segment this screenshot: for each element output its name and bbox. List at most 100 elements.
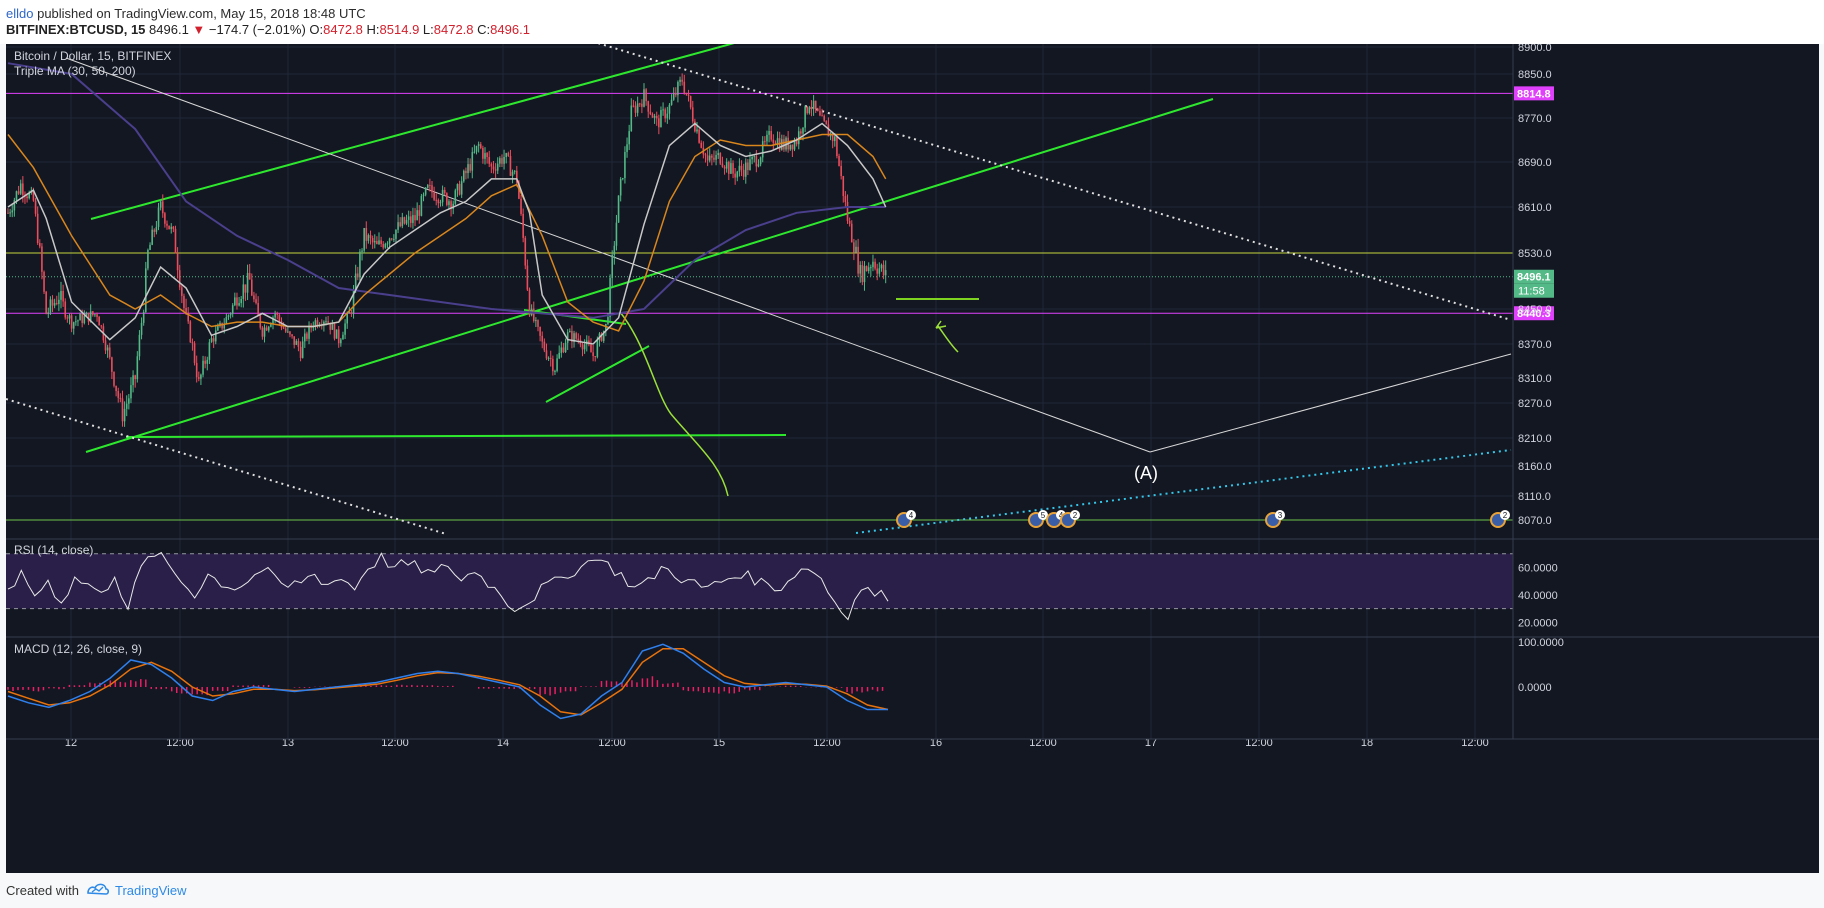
candle-body [348, 311, 351, 314]
candle-body [757, 164, 760, 167]
candle-body [51, 299, 54, 306]
candle-body [159, 201, 162, 208]
candle-body [494, 169, 497, 171]
candle-body [371, 237, 374, 243]
candle-body [189, 321, 192, 343]
candle-body [45, 291, 47, 315]
author-link[interactable]: elldo [6, 6, 34, 21]
candle-body [248, 272, 251, 280]
candle-body [732, 163, 734, 174]
candle-body [55, 303, 58, 305]
candle-body [96, 314, 98, 317]
candle-body [545, 350, 548, 359]
candle-body [229, 313, 232, 316]
candle-body [369, 235, 372, 238]
candle-body [766, 134, 768, 142]
open-label: O: [309, 22, 324, 37]
candle-body [556, 358, 558, 371]
candle-body [581, 344, 584, 350]
candle-body [81, 314, 83, 324]
footer: Created with TradingView [0, 873, 1824, 908]
candle-body [420, 196, 423, 216]
trend-line [125, 434, 787, 438]
candle-body [217, 326, 219, 331]
candle-body [234, 297, 236, 306]
candle-body [624, 152, 626, 179]
event-count: 4 [1059, 511, 1064, 520]
candle-body [636, 103, 639, 113]
candle-body [289, 331, 291, 335]
candle-body [675, 93, 677, 96]
candle-body [320, 325, 323, 327]
tradingview-logo-icon[interactable] [86, 881, 110, 897]
candle-body [225, 316, 228, 325]
candle-body [728, 162, 730, 174]
candle-body [503, 156, 505, 164]
candle-body [206, 359, 209, 364]
candle-body [696, 129, 698, 132]
candle-body [295, 341, 298, 345]
candle-body [647, 101, 650, 112]
candle-body [255, 299, 257, 304]
candle-body [115, 385, 117, 392]
candle-body [72, 322, 75, 329]
x-tick-label: 18 [1361, 737, 1373, 749]
candle-body [630, 105, 633, 132]
countdown-badge [1514, 283, 1554, 298]
candle-body [643, 89, 645, 107]
candle-body [153, 229, 156, 232]
x-tick-label: 17 [1145, 737, 1157, 749]
candle-body [151, 229, 153, 245]
candle-body [776, 138, 779, 145]
candle-body [17, 191, 20, 194]
candle-body [49, 299, 52, 313]
candle-body [130, 385, 132, 399]
candle-body [594, 356, 597, 358]
candle-body [178, 270, 181, 288]
candle-body [333, 323, 336, 339]
candle-body [484, 153, 486, 159]
candle-body [393, 238, 395, 240]
ma200-line [7, 62, 886, 319]
candle-body [117, 391, 120, 398]
candle-body [70, 315, 73, 329]
candle-body [804, 106, 806, 128]
tradingview-link[interactable]: TradingView [115, 883, 187, 898]
candle-body [588, 340, 590, 345]
candle-body [569, 331, 571, 333]
candle-body [516, 170, 518, 183]
candle-body [505, 153, 507, 157]
candle-body [83, 315, 86, 324]
candle-body [566, 332, 569, 343]
candle-body [808, 107, 811, 114]
candle-body [882, 264, 885, 276]
candle-body [284, 328, 287, 332]
chart-area[interactable]: 8814.8 8496.1 8440.3 11:58 4 5 4 2 3 2 12 12:00 13 1… [5, 37, 1819, 873]
candle-body [717, 153, 719, 156]
candle-body [263, 327, 266, 337]
wave-line [65, 57, 1151, 453]
event-count-badge [1500, 510, 1510, 520]
candle-body [299, 346, 302, 358]
candle-body [471, 152, 474, 171]
candle-body [433, 192, 435, 200]
candle-body [806, 106, 809, 114]
candle-body [740, 165, 743, 170]
candle-body [736, 171, 739, 178]
candle-body [465, 170, 467, 174]
candle-body [626, 144, 628, 153]
candle-body [123, 408, 126, 422]
candle-body [672, 93, 675, 100]
candle-body [287, 331, 289, 333]
candle-body [522, 213, 524, 238]
price-badge [1514, 86, 1554, 101]
candle-body [304, 333, 306, 342]
low-value: 8472.8 [433, 22, 474, 37]
candle-body [539, 326, 541, 336]
candle-body [170, 226, 173, 230]
candle-body [140, 322, 143, 335]
candle-body [267, 326, 270, 331]
candle-body [855, 246, 857, 253]
candle-body [863, 266, 866, 283]
